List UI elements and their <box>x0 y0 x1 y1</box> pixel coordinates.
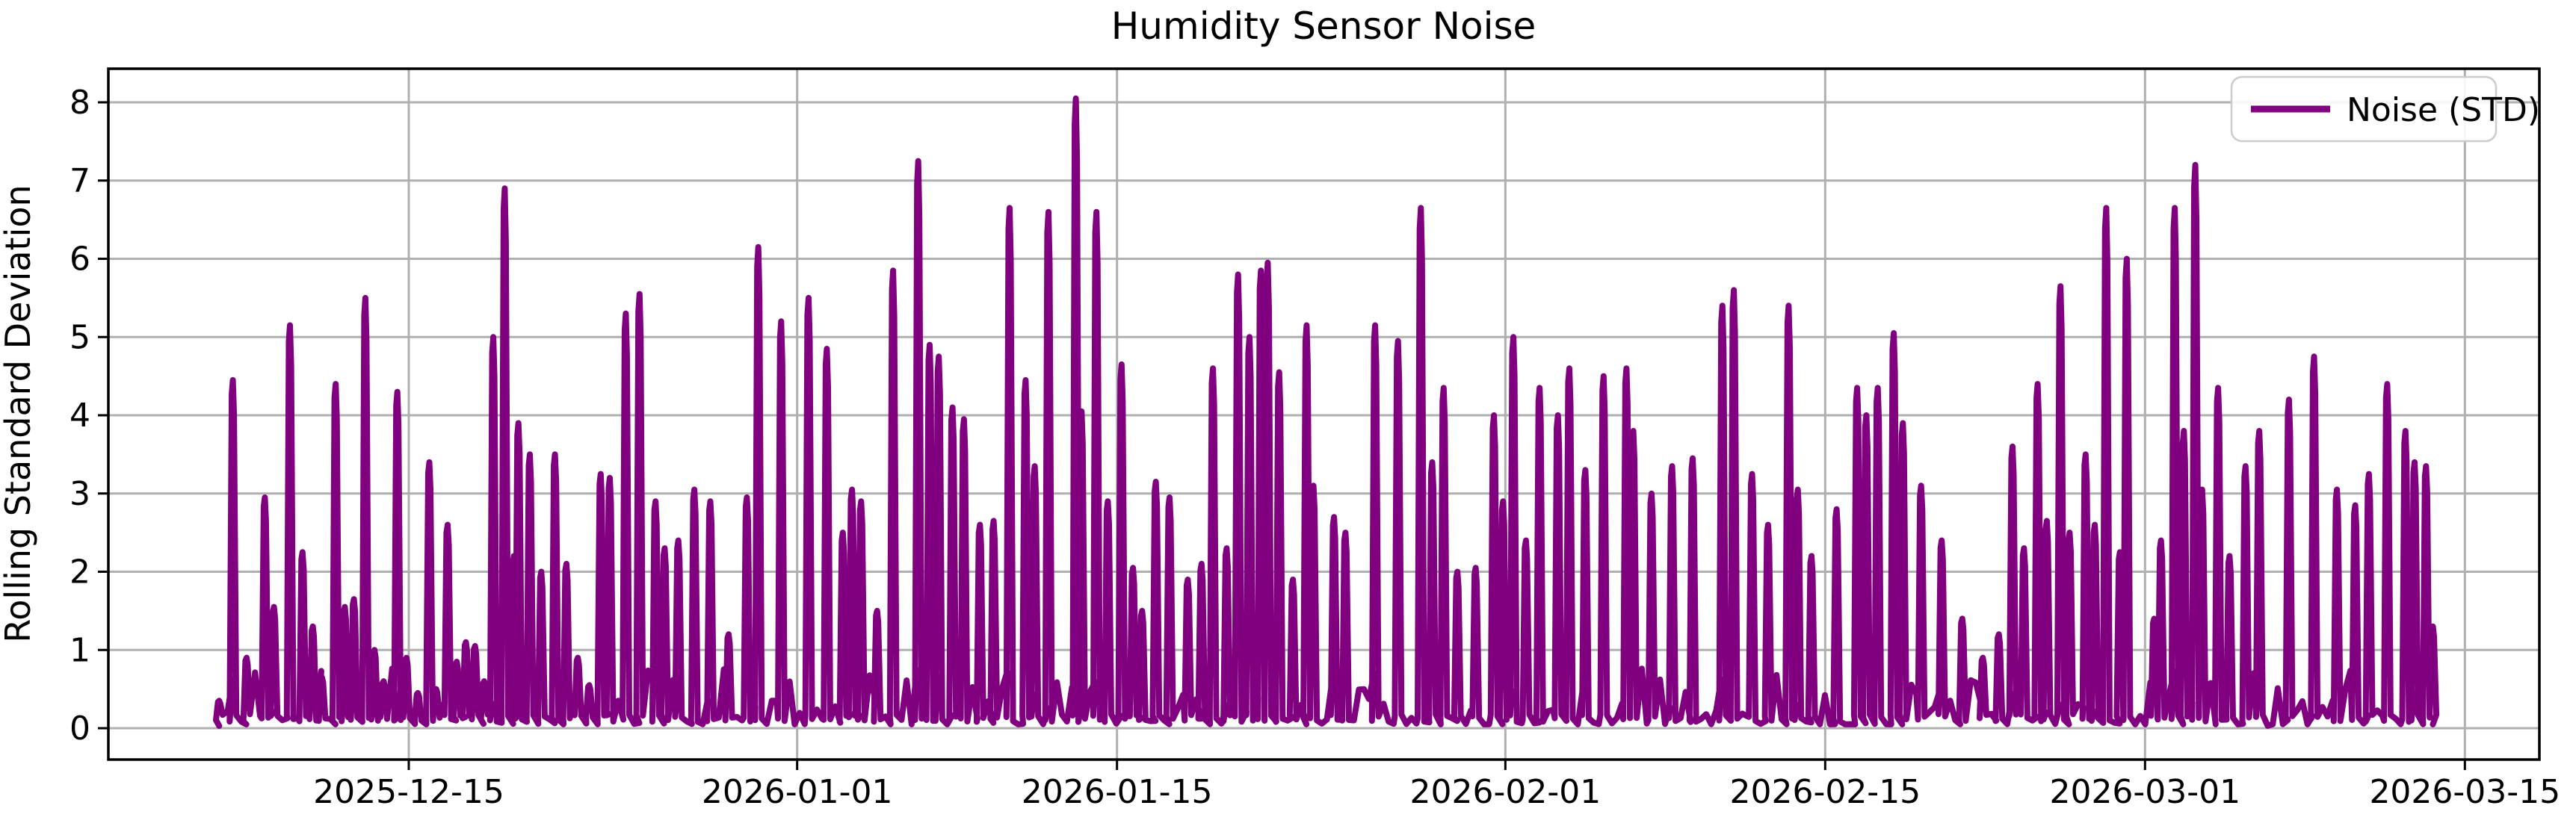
noise-series-line <box>213 95 2440 729</box>
legend-box <box>2230 75 2498 143</box>
ticks-layer: 0 1 2 3 4 5 6 7 8 2025-12-15 2026-01-01 2026-01-15 2… <box>70 84 2560 811</box>
y-tick-label: 3 <box>70 475 90 513</box>
x-tick-label: 2026-03-15 <box>2369 773 2560 811</box>
y-tick-label: 2 <box>70 553 90 592</box>
y-tick-label: 0 <box>70 710 90 748</box>
chart-title: Humidity Sensor Noise <box>1111 4 1536 48</box>
noise-std-line <box>213 95 2440 729</box>
y-tick-label: 1 <box>70 631 90 669</box>
x-tick-label: 2026-01-01 <box>702 773 893 811</box>
y-tick-label: 8 <box>70 84 90 122</box>
x-tick-label: 2026-01-15 <box>1022 773 1213 811</box>
x-tick-label: 2026-02-01 <box>1410 773 1601 811</box>
y-tick-label: 5 <box>70 318 90 356</box>
x-tick-label: 2025-12-15 <box>313 773 504 811</box>
y-tick-label: 7 <box>70 162 90 200</box>
x-tick-label: 2026-03-01 <box>2049 773 2240 811</box>
y-axis-label: Rolling Standard Deviation <box>0 184 38 642</box>
y-tick-label: 6 <box>70 240 90 279</box>
legend-label: Noise (STD) <box>2347 91 2540 129</box>
legend: Noise (STD) <box>2230 75 2540 143</box>
x-tick-label: 2026-02-15 <box>1729 773 1921 811</box>
y-tick-label: 4 <box>70 397 90 435</box>
